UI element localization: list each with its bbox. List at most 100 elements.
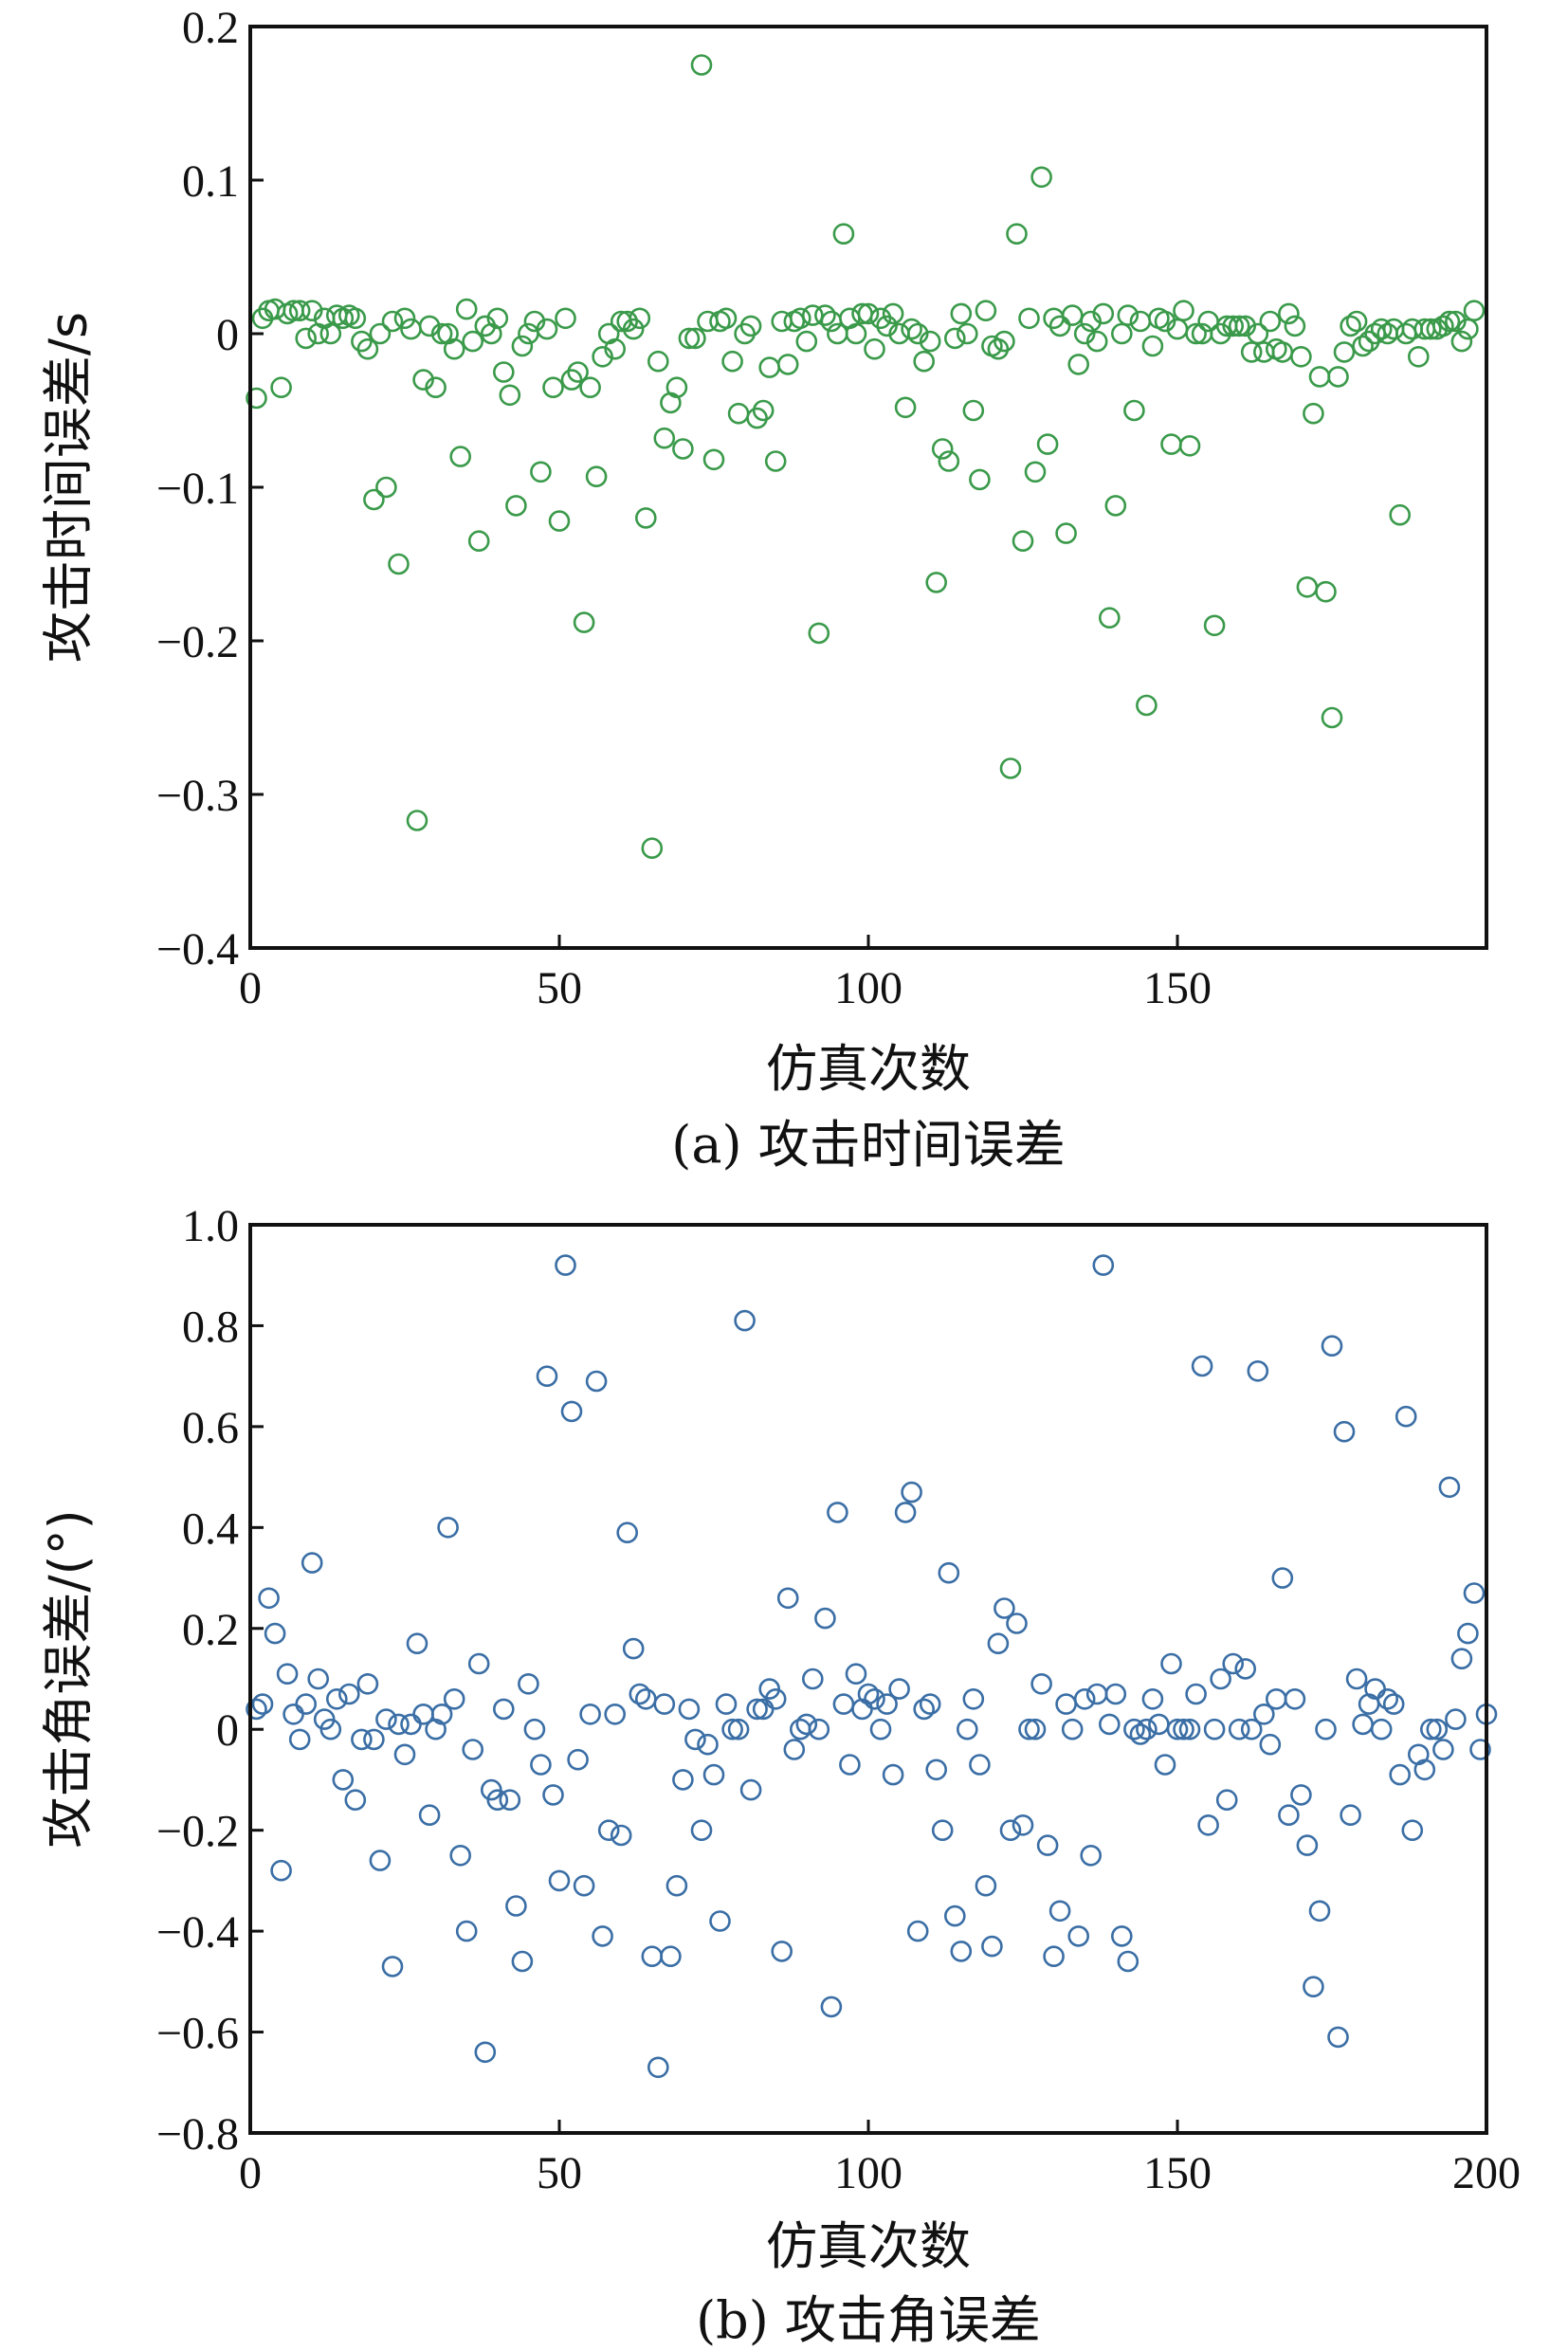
data-point [1191, 1355, 1213, 1377]
data-point [555, 1254, 576, 1276]
data-point [492, 361, 515, 383]
data-point [1284, 315, 1306, 337]
data-point [771, 1941, 793, 1962]
data-point [363, 488, 385, 511]
data-point [288, 300, 311, 322]
data-point [1203, 614, 1226, 637]
data-point [919, 330, 941, 353]
panel-b-ticks: 1.00.80.60.40.20−0.2−0.4−0.6−0.80 50 100 15… [156, 1201, 1521, 2198]
data-point [727, 402, 750, 425]
data-point [969, 1754, 991, 1776]
data-point [467, 1652, 490, 1675]
data-point [1018, 1718, 1040, 1740]
data-point [1104, 495, 1127, 517]
data-point [467, 530, 490, 553]
data-point [1240, 341, 1263, 363]
data-point [1073, 1688, 1096, 1710]
data-point [597, 1819, 620, 1841]
data-point [560, 1400, 583, 1423]
data-point [486, 1789, 509, 1811]
panel-a-caption: (a) 攻击时间误差 [671, 1115, 1066, 1175]
data-point [1043, 1945, 1065, 1967]
data-point [1321, 706, 1343, 729]
data-point [1030, 1673, 1052, 1695]
data-point [1445, 310, 1467, 333]
data-point [567, 361, 589, 383]
data-point [1117, 304, 1140, 326]
data-point [332, 1769, 355, 1791]
data-point [388, 1713, 410, 1736]
data-point [1296, 575, 1319, 598]
data-point [1129, 1723, 1152, 1745]
data-point [592, 345, 613, 368]
data-point [1457, 1622, 1479, 1645]
data-point [913, 1698, 936, 1721]
data-point [499, 1789, 521, 1811]
data-point [1395, 322, 1417, 345]
data-point [1432, 1739, 1454, 1760]
data-point [1228, 315, 1250, 337]
data-point [672, 1769, 694, 1791]
data-point [956, 322, 978, 345]
y-tick-label: −0.8 [156, 2109, 239, 2160]
panel-a-y-axis-label: 攻击时间误差/s [39, 312, 99, 663]
data-point [678, 1698, 701, 1721]
data-point [307, 1668, 330, 1690]
data-point [455, 298, 478, 320]
data-point [523, 310, 546, 333]
data-point [938, 1561, 960, 1584]
data-point [276, 1663, 299, 1685]
data-point [1389, 1763, 1411, 1786]
data-point [351, 1728, 373, 1751]
data-point [1296, 1834, 1319, 1856]
data-point [1104, 1683, 1127, 1705]
data-point [1080, 310, 1102, 333]
data-point [999, 757, 1022, 779]
x-tick-label: 200 [1452, 2148, 1521, 2198]
data-point [1340, 1804, 1361, 1826]
data-point [1148, 1713, 1170, 1736]
data-point [381, 1956, 404, 1977]
data-point [950, 302, 973, 325]
data-point [1215, 1789, 1238, 1811]
data-point [548, 1869, 571, 1892]
data-point [246, 387, 267, 410]
data-point [882, 302, 904, 325]
data-point [1333, 341, 1356, 363]
data-point [832, 223, 855, 245]
data-point [573, 611, 595, 633]
data-point [555, 307, 576, 330]
data-point [1067, 354, 1089, 375]
data-point [622, 1637, 645, 1660]
data-point [994, 330, 1015, 353]
data-point [789, 1718, 811, 1740]
data-point [604, 1704, 627, 1725]
data-point [1420, 318, 1442, 340]
data-point [764, 450, 787, 472]
data-point [994, 1597, 1015, 1619]
y-tick-label: 0 [216, 1705, 239, 1756]
data-point [857, 302, 880, 325]
y-tick-label: 0.1 [182, 156, 239, 207]
data-point [1377, 1688, 1398, 1710]
y-tick-label: −0.4 [156, 1907, 239, 1958]
data-point [337, 1683, 360, 1705]
data-point [1259, 1733, 1282, 1756]
data-point [1303, 1976, 1324, 1997]
y-tick-label: 0.2 [182, 1605, 239, 1655]
data-point [437, 1517, 459, 1539]
data-point [746, 1698, 768, 1721]
data-point [684, 1728, 706, 1751]
data-point [1036, 433, 1059, 455]
data-point [425, 376, 447, 399]
data-point [956, 1718, 978, 1740]
y-tick-label: −0.6 [156, 2009, 239, 2059]
data-point [462, 1739, 484, 1760]
data-point [567, 1748, 589, 1771]
data-point [356, 1673, 379, 1695]
data-point [943, 327, 966, 350]
data-point [839, 1754, 861, 1776]
data-point [672, 438, 694, 460]
data-point [1141, 1688, 1164, 1710]
data-point [1166, 1718, 1189, 1740]
